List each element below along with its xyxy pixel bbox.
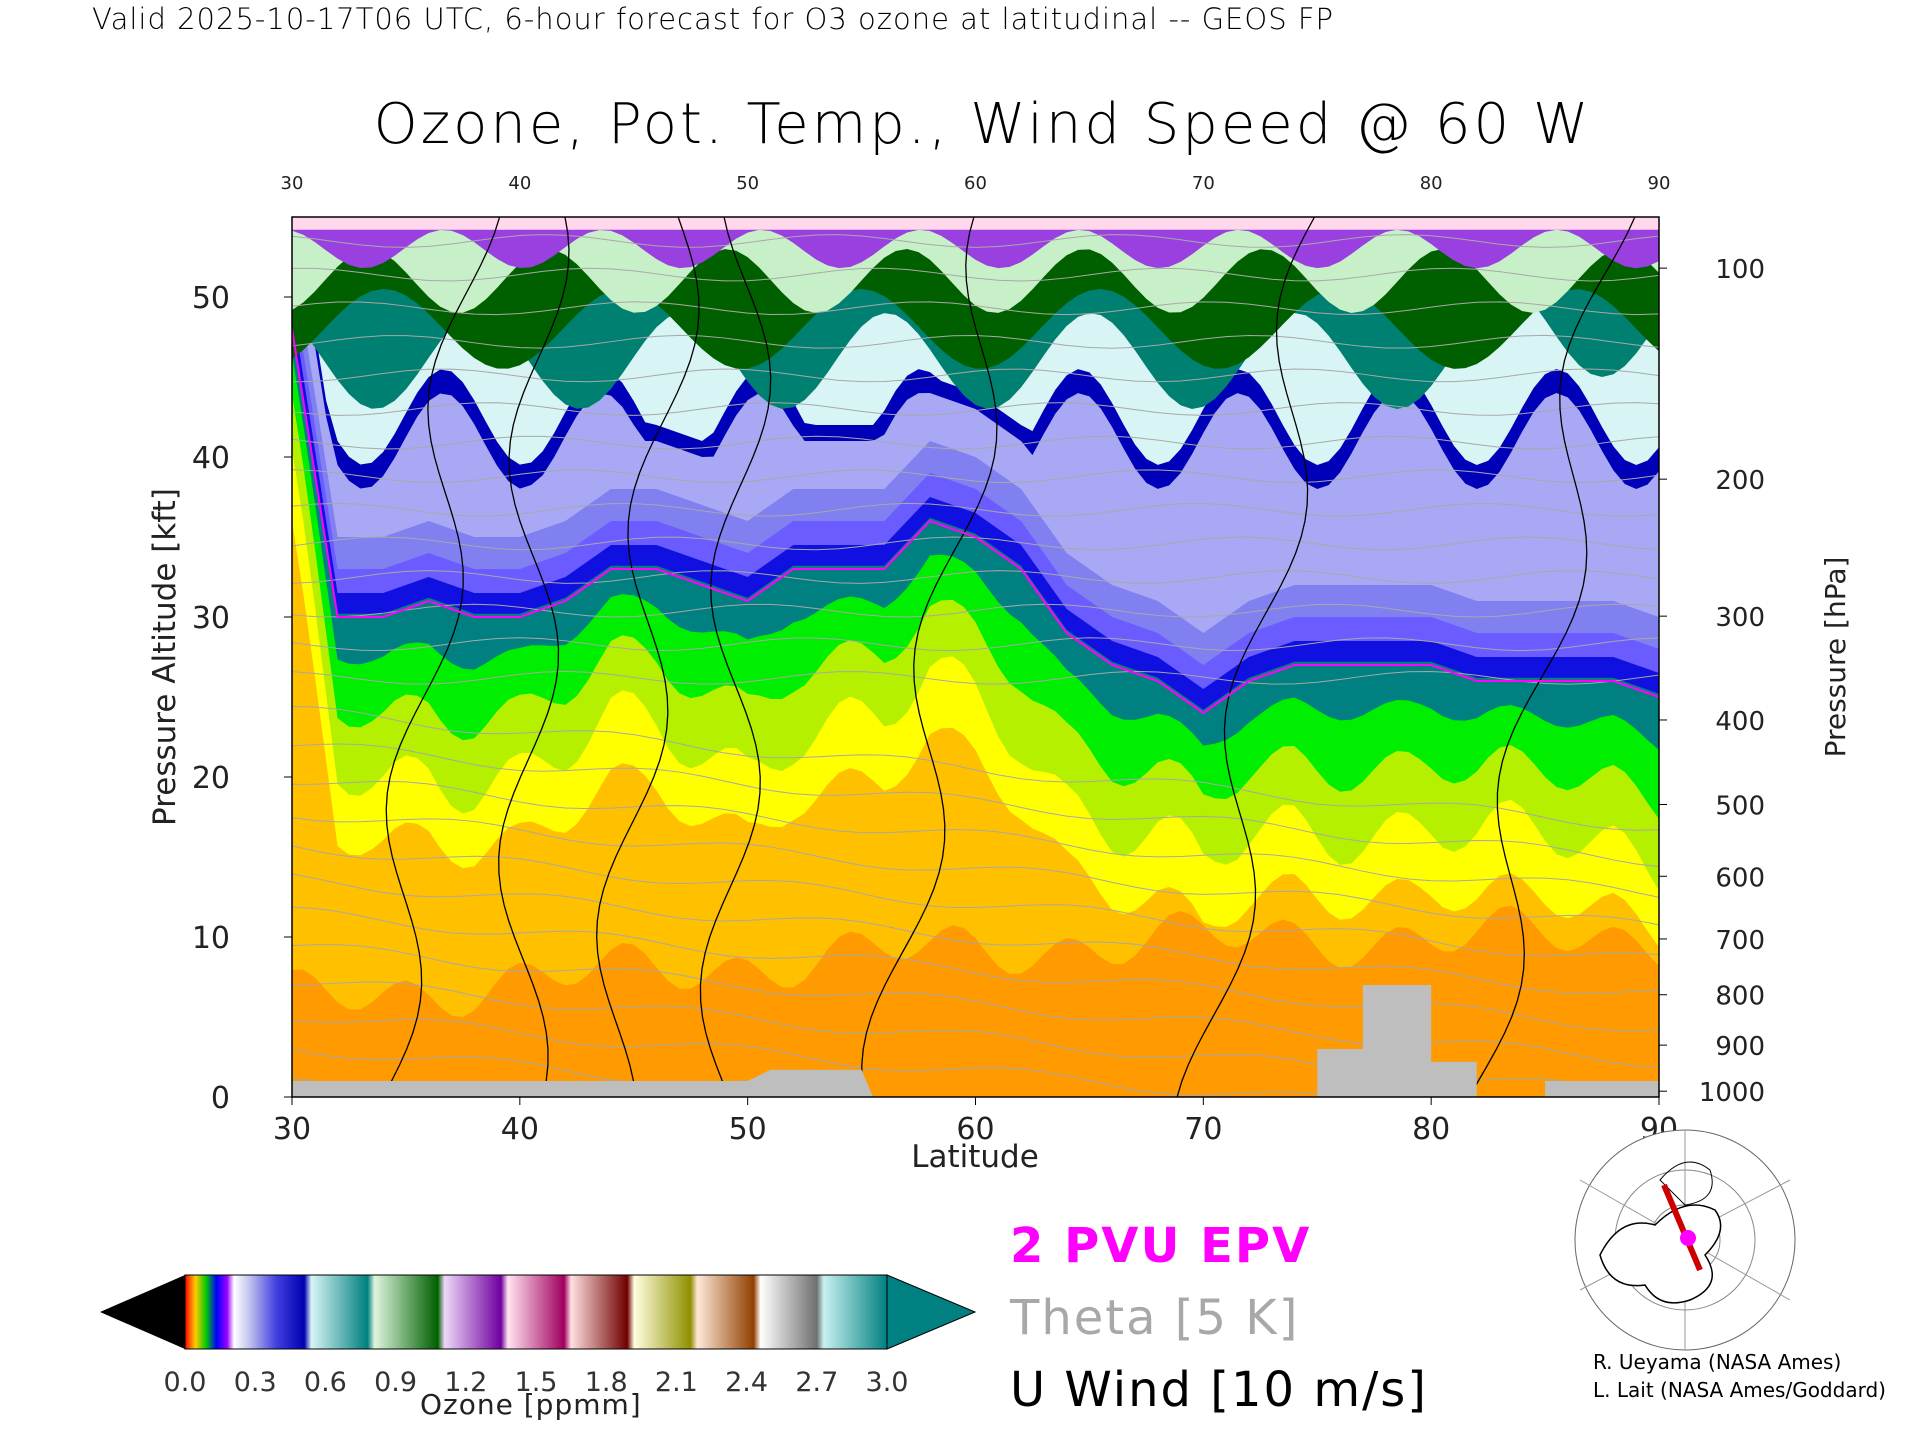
u-wind-contour	[596, 217, 700, 1097]
theta-contour	[292, 873, 1659, 994]
u-wind-contour	[382, 217, 501, 1097]
x-top-tick-label: 60	[964, 173, 987, 194]
y2-tick-label: 700	[1715, 926, 1765, 956]
x-top-tick-label: 90	[1648, 173, 1671, 194]
u-wind-contour	[1176, 217, 1316, 1097]
theta-contour	[292, 368, 1659, 383]
y-tick-label: 10	[192, 921, 230, 956]
chart-title: Ozone, Pot. Temp., Wind Speed @ 60 W	[373, 92, 1592, 157]
theta-contour	[292, 435, 1659, 450]
theta-contour	[292, 845, 1659, 957]
y-tick-label: 40	[192, 441, 230, 476]
colorbar-tick-label: 0.9	[374, 1367, 417, 1398]
y2-tick-label: 600	[1715, 863, 1765, 893]
colorbar-tick-label: 0.0	[164, 1367, 207, 1398]
theta-contour	[292, 670, 1659, 685]
theta-contour	[292, 637, 1659, 652]
x-top-tick-label: 50	[736, 173, 759, 194]
theta-contour	[292, 603, 1659, 618]
u-wind-contour	[498, 217, 570, 1097]
theta-contour	[292, 234, 1659, 248]
epv-2pvu-contour	[292, 328, 1659, 715]
y2-axis-label: Pressure [hPa]	[1819, 557, 1852, 758]
colorbar-tick-label: 0.3	[234, 1367, 277, 1398]
credit-line-1: R. Ueyama (NASA Ames)	[1593, 1350, 1842, 1374]
colorbar-tick-label: 1.2	[444, 1367, 487, 1398]
u-wind-contour	[861, 217, 998, 1097]
theta-contour	[292, 570, 1659, 584]
y2-tick-label: 500	[1715, 792, 1765, 822]
x-top-tick-label: 80	[1420, 173, 1443, 194]
colorbar-tick-label: 2.4	[725, 1367, 768, 1398]
y-axis-label: Pressure Altitude [kft]	[147, 488, 183, 826]
colorbar-label: Ozone [ppmm]	[420, 1388, 642, 1421]
x-top-tick-label: 40	[508, 173, 531, 194]
colorbar-tick-label: 0.6	[304, 1367, 347, 1398]
legend-wind: U Wind [10 m/s]	[1010, 1362, 1429, 1418]
theta-contour	[292, 817, 1659, 926]
y-tick-label: 20	[192, 761, 230, 796]
u-wind-contour	[699, 217, 772, 1097]
colorbar-tick-label: 1.8	[585, 1367, 628, 1398]
y-tick-label: 0	[211, 1081, 230, 1116]
x-tick-label: 50	[729, 1112, 767, 1147]
y2-tick-label: 900	[1715, 1032, 1765, 1062]
theta-contour	[292, 706, 1659, 831]
colorbar-tick-label: 2.7	[795, 1367, 838, 1398]
colorbar-tick-label: 2.1	[655, 1367, 698, 1398]
cross-section-marker	[1680, 1230, 1696, 1246]
legend-theta: Theta [5 K]	[1010, 1290, 1300, 1346]
x-tick-label: 30	[273, 1112, 311, 1147]
theta-contour	[292, 1018, 1341, 1097]
y-tick-label: 50	[192, 281, 230, 316]
x-tick-label: 60	[956, 1112, 994, 1147]
theta-contour	[292, 334, 1659, 349]
y-tick-label: 30	[192, 601, 230, 636]
colorbar-tick-label: 1.5	[515, 1367, 558, 1398]
x-tick-label: 70	[1184, 1112, 1222, 1147]
x-top-tick-label: 70	[1192, 173, 1215, 194]
x-tick-label: 80	[1412, 1112, 1450, 1147]
x-top-tick-label: 30	[281, 173, 304, 194]
y2-tick-label: 300	[1715, 603, 1765, 633]
x-tick-label: 40	[501, 1112, 539, 1147]
y2-tick-label: 400	[1715, 707, 1765, 737]
u-wind-contour	[1468, 217, 1636, 1097]
theta-contour	[292, 502, 1659, 517]
theta-contour	[292, 267, 1659, 282]
locator-map	[1574, 1129, 1796, 1351]
ozone-band-pink	[292, 217, 1659, 230]
theta-contour	[292, 743, 1659, 868]
topography-fill	[292, 985, 1659, 1097]
y2-tick-label: 800	[1715, 982, 1765, 1012]
cross-section-line	[1661, 1183, 1703, 1272]
colorbar-bar	[184, 1274, 888, 1350]
colorbar: 0.0 0.3 0.6 0.9 1.2 1.5 1.8 2.1 2.4 2.7 3.0	[100, 1274, 977, 1398]
x-axis-label: Latitude	[911, 1139, 1039, 1175]
y2-tick-label: 100	[1715, 255, 1765, 285]
theta-contour	[292, 780, 1659, 898]
theta-contour	[292, 469, 1659, 484]
theta-contour	[292, 1048, 865, 1097]
colorbar-tick-label: 3.0	[866, 1367, 909, 1398]
y2-tick-label: 1000	[1699, 1078, 1765, 1108]
credit-line-2: L. Lait (NASA Ames/Goddard)	[1593, 1378, 1886, 1402]
colorbar-low-arrow	[100, 1275, 185, 1349]
theta-contour	[292, 301, 1659, 316]
ozone-band-purple	[292, 217, 1659, 269]
colorbar-high-arrow	[886, 1274, 977, 1350]
valid-time-header: Valid 2025-10-17T06 UTC, 6-hour forecast…	[92, 2, 1335, 36]
y2-tick-label: 200	[1715, 466, 1765, 496]
legend-epv: 2 PVU EPV	[1010, 1218, 1312, 1274]
